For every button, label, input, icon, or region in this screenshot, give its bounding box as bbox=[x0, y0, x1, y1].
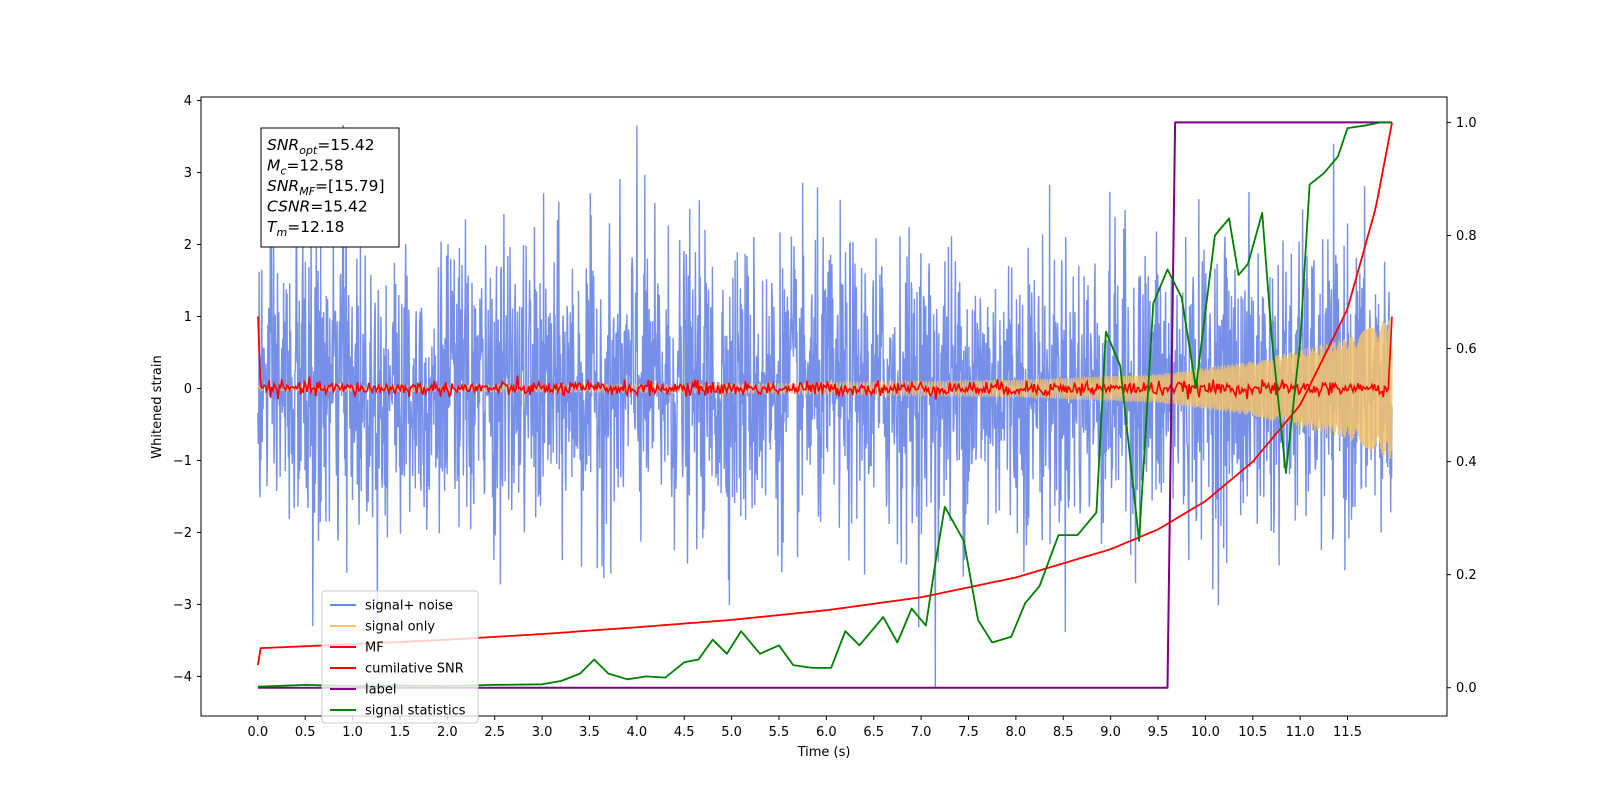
y-left-tick-label: −3 bbox=[173, 598, 192, 613]
x-tick-label: 5.0 bbox=[721, 725, 742, 740]
legend-label-cumilative-snr: cumilative SNR bbox=[365, 662, 464, 677]
y-left-tick-label: 4 bbox=[184, 94, 192, 109]
y-left-tick-label: 1 bbox=[184, 310, 192, 325]
y-right-tick-label: 0.8 bbox=[1456, 229, 1477, 244]
x-tick-label: 9.5 bbox=[1148, 725, 1169, 740]
x-tick-label: 3.5 bbox=[579, 725, 600, 740]
x-tick-label: 7.0 bbox=[911, 725, 932, 740]
y-left-tick-label: −2 bbox=[173, 526, 192, 541]
series-mf bbox=[257, 316, 1393, 400]
series-signal-noise bbox=[257, 125, 1393, 688]
x-tick-label: 11.5 bbox=[1333, 725, 1362, 740]
legend-label-signal-only: signal only bbox=[365, 620, 435, 635]
x-axis-label: Time (s) bbox=[797, 745, 851, 760]
legend-label-signal-statistics: signal statistics bbox=[365, 704, 466, 719]
x-tick-label: 2.0 bbox=[437, 725, 458, 740]
y-right-tick-label: 0.6 bbox=[1456, 342, 1477, 357]
y-axis-left-label: Whitened strain bbox=[150, 355, 165, 458]
x-tick-label: 1.5 bbox=[390, 725, 411, 740]
x-tick-label: 10.5 bbox=[1238, 725, 1267, 740]
y-axis-left-ticks: 4 3 2 1 0 −1 −2 −3 −4 bbox=[173, 94, 201, 685]
x-tick-label: 0.5 bbox=[295, 725, 316, 740]
y-left-tick-label: −1 bbox=[173, 454, 192, 469]
legend: signal+ noise signal only MF cumilative SNR… bbox=[321, 590, 479, 724]
x-axis-ticks: 0.0 0.5 1.0 1.5 2.0 2.5 3.0 3.5 4.0 4.5 5.0 5.5 6.0 6… bbox=[248, 716, 1362, 740]
x-tick-label: 1.0 bbox=[342, 725, 363, 740]
info-line-0: SNRopt=15.42 bbox=[267, 136, 375, 157]
y-right-tick-label: 0.4 bbox=[1456, 455, 1477, 470]
x-tick-label: 0.0 bbox=[248, 725, 269, 740]
y-left-tick-label: −4 bbox=[173, 670, 192, 685]
y-left-tick-label: 3 bbox=[184, 166, 192, 181]
series-signal-statistics bbox=[257, 121, 1392, 688]
x-tick-label: 4.5 bbox=[674, 725, 695, 740]
x-tick-label: 8.0 bbox=[1006, 725, 1027, 740]
legend-label-mf: MF bbox=[365, 641, 384, 656]
x-tick-label: 5.5 bbox=[769, 725, 790, 740]
x-tick-label: 4.0 bbox=[627, 725, 648, 740]
x-tick-label: 6.5 bbox=[863, 725, 884, 740]
info-line-2: SNRMF=[15.79] bbox=[267, 177, 385, 198]
info-box: SNRopt=15.42Mc=12.58SNRMF=[15.79]CSNR=15… bbox=[260, 127, 400, 248]
y-right-tick-label: 0.0 bbox=[1456, 681, 1477, 696]
y-left-tick-label: 2 bbox=[184, 238, 192, 253]
x-tick-label: 9.0 bbox=[1100, 725, 1121, 740]
legend-label-label: label bbox=[365, 683, 396, 698]
x-tick-label: 8.5 bbox=[1053, 725, 1074, 740]
info-line-1: Mc=12.58 bbox=[267, 157, 344, 178]
x-tick-label: 10.0 bbox=[1191, 725, 1220, 740]
x-tick-label: 2.5 bbox=[484, 725, 505, 740]
x-tick-label: 6.0 bbox=[816, 725, 837, 740]
y-axis-right-ticks: 1.0 0.8 0.6 0.4 0.2 0.0 bbox=[1447, 116, 1477, 696]
x-tick-label: 11.0 bbox=[1286, 725, 1315, 740]
legend-label-signal-noise: signal+ noise bbox=[365, 599, 453, 614]
series-label bbox=[257, 121, 1392, 689]
axes-frame bbox=[200, 96, 1448, 717]
x-tick-label: 3.0 bbox=[532, 725, 553, 740]
y-right-tick-label: 1.0 bbox=[1456, 116, 1477, 131]
y-left-tick-label: 0 bbox=[184, 382, 192, 397]
info-line-3: CSNR=15.42 bbox=[267, 198, 368, 216]
x-tick-label: 7.5 bbox=[958, 725, 979, 740]
y-right-tick-label: 0.2 bbox=[1456, 568, 1477, 583]
info-line-4: Tm=12.18 bbox=[267, 218, 345, 239]
